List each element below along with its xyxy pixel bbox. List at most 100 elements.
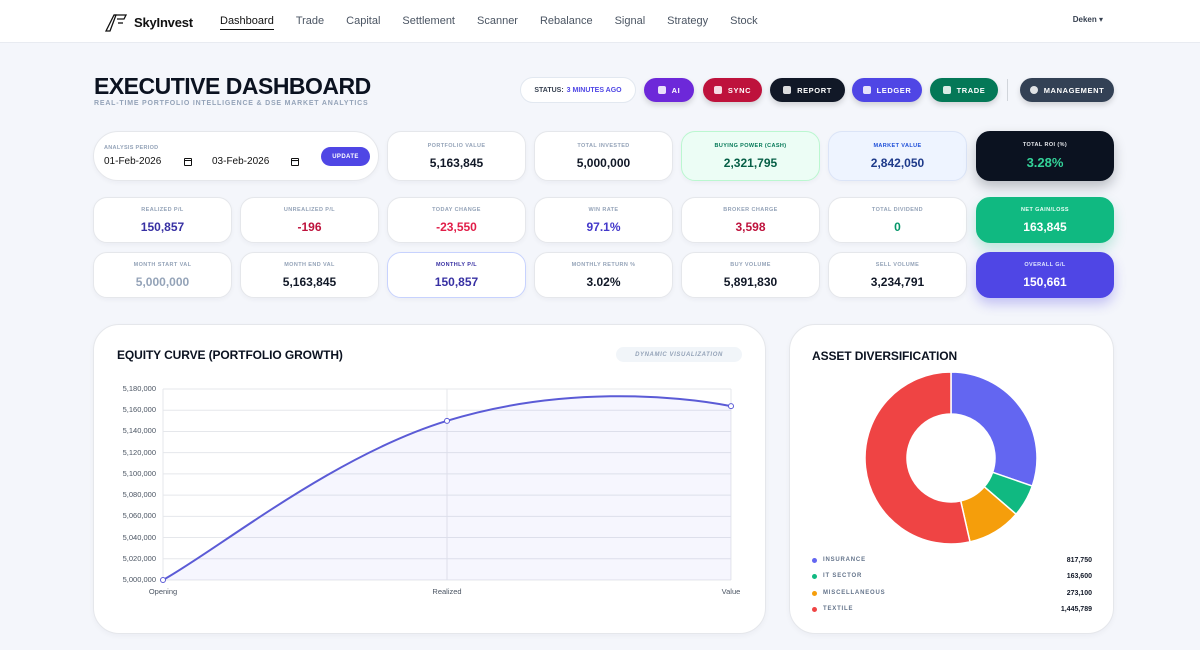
status-value: 3 MINUTES AGO — [566, 86, 622, 94]
y-tick-label: 5,120,000 — [122, 447, 156, 457]
nav-link-trade[interactable]: Trade — [295, 15, 325, 27]
nav-link-settlement[interactable]: Settlement — [402, 15, 455, 27]
legend-dot — [812, 590, 817, 596]
trade-button[interactable]: TRADE — [930, 78, 998, 102]
month-start-card: MONTH START VAL 5,000,000 — [93, 252, 232, 298]
date-to-value: 03-Feb-2026 — [212, 156, 270, 167]
ledger-button[interactable]: LEDGER — [852, 78, 922, 102]
monthly-return-value: 3.02% — [586, 274, 621, 289]
nav-link-dashboard[interactable]: Dashboard — [220, 15, 274, 30]
page-title: EXECUTIVE DASHBOARD — [94, 73, 371, 99]
y-tick-label: 5,080,000 — [122, 490, 156, 500]
overall-gl-label: OVERALL G/L — [1024, 261, 1066, 268]
portfolio-value: 5,163,845 — [429, 155, 484, 170]
report-icon — [783, 86, 792, 94]
y-tick-label: 5,020,000 — [122, 553, 156, 563]
y-tick-label: 5,040,000 — [122, 532, 156, 542]
market-value-label: MARKET VALUE — [873, 142, 922, 149]
gear-icon — [1029, 86, 1038, 94]
market-value: 2,842,050 — [870, 155, 925, 170]
legend-value: 817,750 — [1066, 556, 1092, 564]
legend-item[interactable]: IT SECTOR 163,600 — [812, 571, 1092, 581]
broker-charge-label: BROKER CHARGE — [723, 206, 778, 213]
page-subtitle: REAL-TIME PORTFOLIO INTELLIGENCE & DSE M… — [94, 100, 369, 107]
broker-charge-card: BROKER CHARGE 3,598 — [681, 197, 820, 243]
ai-button-label: AI — [671, 85, 681, 95]
update-button[interactable]: UPDATE — [321, 147, 370, 166]
top-navbar: SkyInvest Dashboard Trade Capital Settle… — [0, 0, 1200, 43]
legend-item[interactable]: INSURANCE 817,750 — [812, 555, 1092, 565]
management-button[interactable]: MANAGEMENT — [1020, 78, 1114, 102]
unrealized-pl-value: -196 — [297, 219, 322, 234]
monthly-pl-value: 150,857 — [434, 274, 479, 289]
total-dividend-value: 0 — [894, 219, 901, 234]
legend-name: TEXTILE — [823, 606, 854, 612]
nav-link-strategy[interactable]: Strategy — [667, 15, 709, 27]
dynamic-visualization-badge: DYNAMIC VISUALIZATION — [616, 347, 742, 362]
unrealized-pl-card: UNREALIZED P/L -196 — [240, 197, 379, 243]
date-separator: – — [292, 157, 297, 166]
nav-link-stock[interactable]: Stock — [730, 15, 758, 27]
asset-diversification-panel: ASSET DIVERSIFICATION INSURANCE 817,750 IT… — [789, 324, 1114, 634]
monthly-pl-card: MONTHLY P/L 150,857 — [387, 252, 526, 298]
trade-icon — [942, 86, 951, 94]
brand-name: SkyInvest — [134, 14, 193, 30]
market-value-card: MARKET VALUE 2,842,050 — [828, 131, 967, 181]
date-to-input[interactable]: 03-Feb-2026 — [212, 156, 269, 167]
today-change-card: TODAY CHANGE -23,550 — [387, 197, 526, 243]
total-invested-card: TOTAL INVESTED 5,000,000 — [534, 131, 673, 181]
equity-curve-title: EQUITY CURVE (PORTFOLIO GROWTH) — [117, 348, 343, 362]
realized-pl-card: REALIZED P/L 150,857 — [93, 197, 232, 243]
broker-charge-value: 3,598 — [735, 219, 766, 234]
sync-button[interactable]: SYNC — [703, 78, 762, 102]
legend-name: MISCELLANEOUS — [823, 590, 886, 596]
analysis-period-label: ANALYSIS PERIOD — [104, 145, 159, 151]
robot-icon — [657, 86, 666, 94]
buy-volume-value: 5,891,830 — [723, 274, 778, 289]
buy-volume-label: BUY VOLUME — [730, 261, 771, 268]
month-end-card: MONTH END VAL 5,163,845 — [240, 252, 379, 298]
ledger-button-label: LEDGER — [876, 85, 912, 95]
today-change-value: -23,550 — [436, 219, 477, 234]
legend-name: INSURANCE — [823, 557, 866, 563]
calendar-icon[interactable] — [291, 158, 299, 166]
report-button[interactable]: REPORT — [770, 78, 845, 102]
legend-item[interactable]: MISCELLANEOUS 273,100 — [812, 588, 1092, 598]
sell-volume-label: SELL VOLUME — [875, 261, 920, 268]
net-gain-label: NET GAIN/LOSS — [1021, 206, 1069, 213]
user-menu[interactable]: Deken ▾ — [1072, 15, 1103, 24]
legend-value: 273,100 — [1066, 589, 1092, 597]
nav-link-capital[interactable]: Capital — [346, 15, 381, 27]
status-label: STATUS: — [534, 86, 564, 94]
nav-link-scanner[interactable]: Scanner — [477, 15, 518, 27]
sell-volume-card: SELL VOLUME 3,234,791 — [828, 252, 967, 298]
legend-item[interactable]: TEXTILE 1,445,789 — [812, 604, 1092, 614]
date-from-input[interactable]: 01-Feb-2026 — [104, 156, 161, 167]
portfolio-value-card: PORTFOLIO VALUE 5,163,845 — [387, 131, 526, 181]
header-divider — [1007, 79, 1008, 101]
calendar-icon[interactable] — [184, 158, 192, 166]
y-tick-label: 5,140,000 — [122, 426, 156, 436]
total-roi-value: 3.28% — [1026, 155, 1064, 170]
legend-dot — [812, 573, 817, 579]
management-button-label: MANAGEMENT — [1043, 85, 1105, 95]
month-start-label: MONTH START VAL — [133, 261, 192, 268]
month-end-value: 5,163,845 — [282, 274, 337, 289]
analysis-period-card: ANALYSIS PERIOD 01-Feb-2026 – 03-Feb-202… — [93, 131, 379, 181]
equity-curve-panel — [93, 324, 766, 634]
report-button-label: REPORT — [797, 85, 832, 95]
nav-link-rebalance[interactable]: Rebalance — [539, 15, 593, 27]
brand[interactable]: SkyInvest — [104, 11, 193, 33]
month-end-label: MONTH END VAL — [284, 261, 335, 268]
brand-logo-icon — [104, 14, 128, 32]
sell-volume-value: 3,234,791 — [870, 274, 925, 289]
ledger-icon — [862, 86, 871, 94]
win-rate-label: WIN RATE — [588, 206, 619, 213]
buying-power-label: BUYING POWER (CASH) — [714, 142, 787, 149]
nav-link-signal[interactable]: Signal — [614, 15, 646, 27]
ai-button[interactable]: AI — [644, 78, 694, 102]
monthly-pl-label: MONTHLY P/L — [435, 261, 478, 268]
total-roi-card: TOTAL ROI (%) 3.28% — [976, 131, 1114, 181]
nav-links: Dashboard Trade Capital Settlement Scann… — [220, 15, 780, 30]
overall-gl-value: 150,661 — [1023, 274, 1067, 289]
